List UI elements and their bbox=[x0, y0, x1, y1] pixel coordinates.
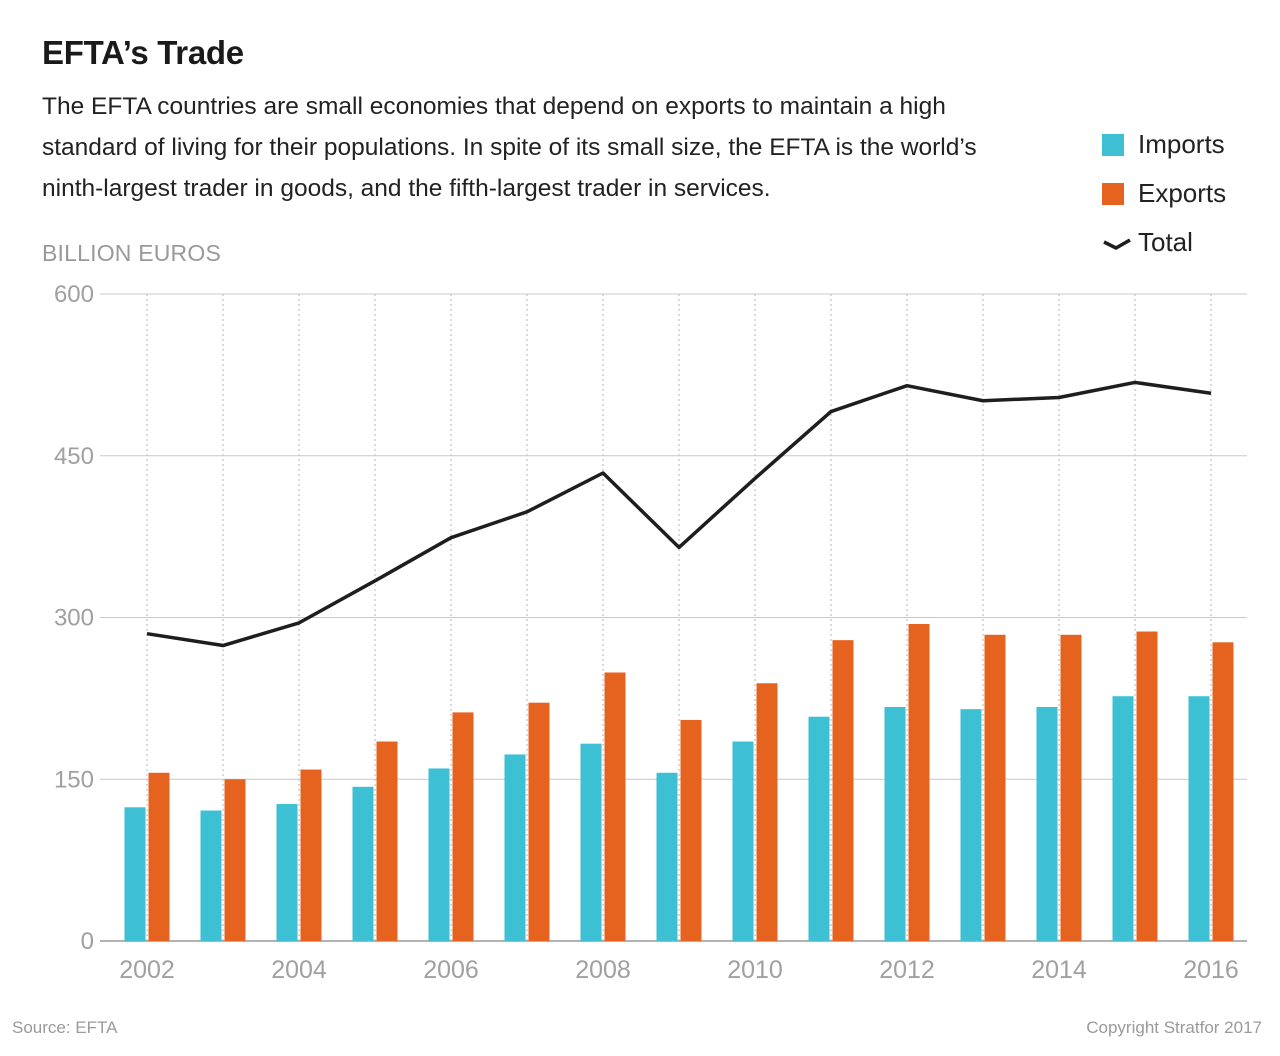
legend-label-total: Total bbox=[1138, 227, 1193, 257]
y-tick-label-300: 300 bbox=[54, 605, 94, 632]
exports-bar-2013 bbox=[984, 634, 1006, 941]
imports-bar-2010 bbox=[732, 741, 754, 941]
x-tick-label-2010: 2010 bbox=[727, 956, 783, 984]
exports-bar-2007 bbox=[528, 702, 550, 941]
exports-bar-2010 bbox=[756, 683, 778, 941]
exports-bar-2014 bbox=[1060, 634, 1082, 941]
legend-swatch-exports bbox=[1102, 182, 1124, 205]
imports-bar-2006 bbox=[428, 768, 450, 941]
imports-bar-2013 bbox=[960, 709, 982, 941]
exports-bar-2012 bbox=[908, 623, 930, 941]
imports-bar-2007 bbox=[504, 754, 526, 941]
imports-bar-2015 bbox=[1112, 696, 1134, 941]
exports-bar-2016 bbox=[1212, 642, 1234, 941]
exports-bar-2008 bbox=[604, 672, 626, 941]
copyright-note: Copyright Stratfor 2017 bbox=[1086, 1018, 1262, 1037]
exports-bar-2004 bbox=[300, 769, 322, 941]
x-tick-label-2014: 2014 bbox=[1031, 956, 1087, 984]
legend-item-exports: Exports bbox=[1102, 169, 1226, 218]
legend-line-icon bbox=[1103, 237, 1131, 250]
exports-bar-2003 bbox=[224, 779, 246, 941]
exports-bar-2006 bbox=[452, 712, 474, 941]
imports-bar-2002 bbox=[124, 807, 146, 941]
source-note: Source: EFTA bbox=[12, 1018, 118, 1037]
legend-label-exports: Exports bbox=[1138, 178, 1227, 208]
y-tick-label-600: 600 bbox=[54, 281, 94, 308]
legend-swatch-imports bbox=[1102, 133, 1124, 156]
imports-bar-2003 bbox=[200, 810, 222, 941]
chart-title: EFTA’s Trade bbox=[42, 34, 244, 71]
total-line bbox=[146, 380, 1212, 648]
legend-item-total: Total bbox=[1102, 218, 1226, 267]
legend-item-imports: Imports bbox=[1102, 120, 1226, 169]
x-tick-label-2016: 2016 bbox=[1183, 956, 1239, 984]
exports-bar-2002 bbox=[148, 772, 170, 941]
x-tick-label-2004: 2004 bbox=[271, 956, 327, 984]
y-tick-label-0: 0 bbox=[81, 928, 94, 955]
imports-bar-2012 bbox=[884, 707, 906, 941]
imports-bar-2008 bbox=[580, 743, 602, 941]
imports-bar-2011 bbox=[808, 716, 830, 941]
x-tick-label-2012: 2012 bbox=[879, 956, 935, 984]
x-tick-label-2002: 2002 bbox=[119, 956, 175, 984]
exports-bar-2005 bbox=[376, 741, 398, 941]
x-tick-label-2006: 2006 bbox=[423, 956, 479, 984]
imports-bar-2009 bbox=[656, 772, 678, 941]
legend-label-imports: Imports bbox=[1138, 129, 1225, 159]
exports-bar-2011 bbox=[832, 640, 854, 941]
legend: Imports Exports Total bbox=[1102, 120, 1226, 267]
y-axis-unit-label: BILLION EUROS bbox=[42, 240, 221, 266]
exports-bar-2009 bbox=[680, 719, 702, 941]
exports-bar-2015 bbox=[1136, 631, 1158, 941]
imports-bar-2004 bbox=[276, 804, 298, 941]
imports-bar-2014 bbox=[1036, 707, 1058, 941]
imports-bar-2016 bbox=[1188, 696, 1210, 941]
imports-bar-2005 bbox=[352, 786, 374, 941]
chart-subtitle: The EFTA countries are small economies t… bbox=[42, 93, 977, 202]
y-tick-label-150: 150 bbox=[54, 766, 94, 793]
y-tick-label-450: 450 bbox=[54, 443, 94, 470]
x-tick-label-2008: 2008 bbox=[575, 956, 631, 984]
